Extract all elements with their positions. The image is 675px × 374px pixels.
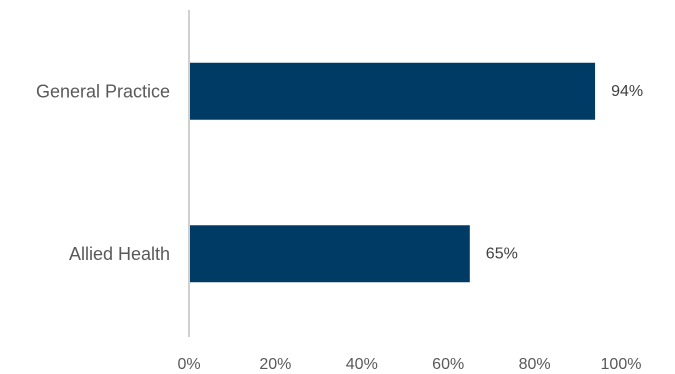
x-tick-labels-group: 0% 20% 40% 60% 80% 100% [177, 356, 641, 373]
data-label-allied-health: 65% [486, 245, 518, 262]
category-label-general-practice: General Practice [36, 81, 170, 101]
data-label-general-practice: 94% [611, 83, 643, 100]
x-tick-label: 40% [346, 356, 378, 373]
data-labels-group: 94% 65% [486, 83, 643, 263]
x-tick-label: 0% [177, 356, 200, 373]
x-tick-label: 60% [432, 356, 464, 373]
bar-allied-health [190, 225, 470, 283]
x-tick-label: 100% [601, 356, 642, 373]
bars-group [190, 62, 596, 283]
category-labels-group: General Practice Allied Health [36, 81, 170, 264]
x-tick-label: 80% [519, 356, 551, 373]
x-tick-label: 20% [259, 356, 291, 373]
category-label-allied-health: Allied Health [69, 244, 170, 264]
bar-general-practice [190, 62, 596, 120]
